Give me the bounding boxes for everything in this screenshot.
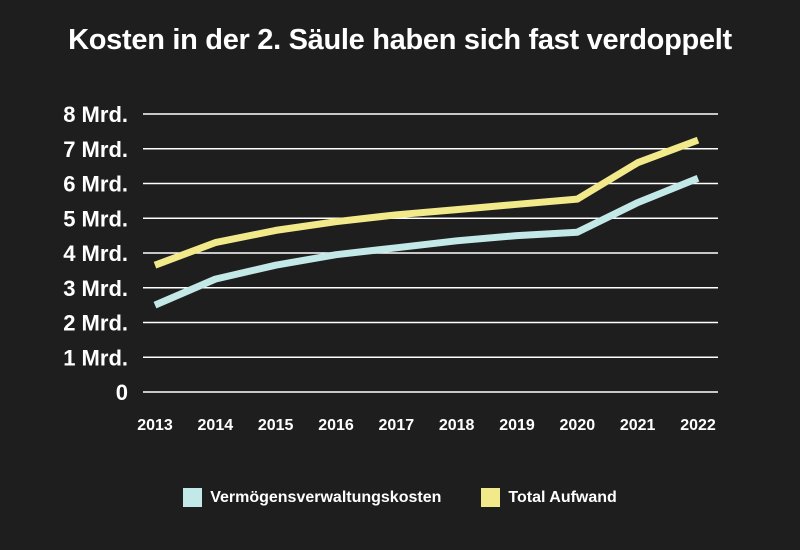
y-tick-label: 8 Mrd. [63,102,128,127]
series-line [153,136,700,269]
legend-swatch [481,488,501,507]
x-axis-ticks: 2013 2014 2015 2016 2017 2018 2019 2020 2021 2022 [137,417,716,434]
y-tick-label: 4 Mrd. [63,241,128,266]
series-lines [153,136,700,309]
legend-item-total-aufwand: Total Aufwand [481,488,617,507]
legend-item-vermoegensverwaltungskosten: Vermögensverwaltungskosten [183,488,441,507]
legend-swatch [183,488,203,507]
y-tick-label: 1 Mrd. [63,345,128,370]
legend-label: Total Aufwand [508,488,617,506]
series-line [153,175,700,309]
y-tick-label: 7 Mrd. [63,137,128,162]
x-tick-label: 2016 [318,417,354,434]
x-tick-label: 2019 [499,417,535,434]
y-tick-label: 3 Mrd. [63,276,128,301]
chart-title: Kosten in der 2. Säule haben sich fast v… [68,24,732,56]
x-tick-label: 2017 [379,417,415,434]
grid-lines [143,113,718,393]
x-tick-label: 2013 [137,417,173,434]
y-axis-ticks: 0 1 Mrd. 2 Mrd. 3 Mrd. 4 Mrd. 5 Mrd. 6 Mrd. 7 M… [63,102,128,405]
x-tick-label: 2015 [258,417,294,434]
legend: Vermögensverwaltungskosten Total Aufwand [0,488,800,507]
y-tick-label: 6 Mrd. [63,172,128,197]
legend-label: Vermögensverwaltungskosten [210,488,442,506]
x-tick-label: 2022 [680,417,716,434]
x-tick-label: 2014 [198,417,234,434]
x-tick-label: 2018 [439,417,475,434]
x-tick-label: 2021 [620,417,656,434]
y-tick-label: 5 Mrd. [63,206,128,231]
y-tick-label: 0 [116,380,128,405]
y-tick-label: 2 Mrd. [63,311,128,336]
x-tick-label: 2020 [560,417,596,434]
